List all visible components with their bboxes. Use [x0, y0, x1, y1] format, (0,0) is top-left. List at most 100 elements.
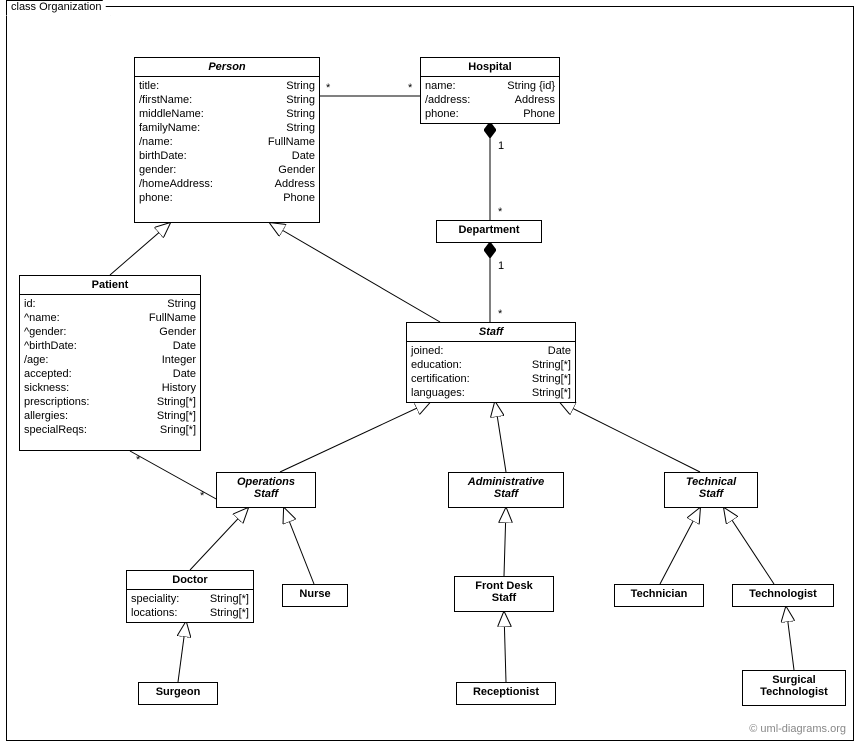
class-doctor: Doctorspeciality:String[*]locations:Stri… — [126, 570, 254, 623]
class-attrs: joined:Dateeducation:String[*]certificat… — [407, 342, 575, 402]
multiplicity-label: * — [498, 308, 502, 320]
attr-row: birthDate: Date — [139, 149, 315, 163]
class-title: TechnicalStaff — [665, 473, 757, 503]
class-nurse: Nurse — [282, 584, 348, 607]
attr-type: String — [155, 297, 196, 311]
multiplicity-label: * — [136, 454, 140, 466]
class-title: AdministrativeStaff — [449, 473, 563, 503]
class-hospital: Hospitalname:String {id}/address:Address… — [420, 57, 560, 124]
attr-name: /homeAddress: — [139, 177, 213, 191]
class-title: Person — [135, 58, 319, 77]
class-staff: Staffjoined:Dateeducation:String[*]certi… — [406, 322, 576, 403]
class-title: Technologist — [733, 585, 833, 603]
attr-type: String[*] — [520, 358, 571, 372]
attr-type: Date — [536, 344, 571, 358]
class-title: Doctor — [127, 571, 253, 590]
class-title: Department — [437, 221, 541, 239]
class-patient: Patient id: String ^name: FullName ^gender: Ge… — [19, 275, 201, 451]
attr-type: Address — [503, 93, 555, 107]
attr-row: sickness: History — [24, 381, 196, 395]
attr-name: name: — [425, 79, 456, 93]
attr-name: certification: — [411, 372, 470, 386]
class-technician: Technician — [614, 584, 704, 607]
attr-type: String[*] — [520, 386, 571, 400]
attr-name: phone: — [425, 107, 459, 121]
attr-name: speciality: — [131, 592, 179, 606]
attr-row: /name: FullName — [139, 135, 315, 149]
package-frame-tab: class Organization — [6, 0, 111, 16]
multiplicity-label: 1 — [498, 140, 504, 152]
attr-name: allergies: — [24, 409, 68, 423]
attr-type: String[*] — [145, 409, 196, 423]
attr-row: name: String {id} — [425, 79, 555, 93]
watermark: © uml-diagrams.org — [749, 723, 846, 735]
attr-type: FullName — [256, 135, 315, 149]
attr-name: education: — [411, 358, 462, 372]
attr-row: phone: Phone — [139, 191, 315, 205]
class-title: Patient — [20, 276, 200, 295]
attr-name: gender: — [139, 163, 176, 177]
class-attrs: id: String ^name: FullName ^gender: Gender ^bi… — [20, 295, 200, 439]
attr-row: accepted: Date — [24, 367, 196, 381]
attr-name: familyName: — [139, 121, 200, 135]
attr-type: Gender — [266, 163, 315, 177]
attr-type: Date — [161, 339, 196, 353]
attr-type: String — [274, 121, 315, 135]
attr-name: title: — [139, 79, 159, 93]
class-title: Receptionist — [457, 683, 555, 701]
attr-type: String[*] — [145, 395, 196, 409]
attr-type: Phone — [271, 191, 315, 205]
attr-type: Integer — [150, 353, 196, 367]
class-surgeon: Surgeon — [138, 682, 218, 705]
attr-name: ^birthDate: — [24, 339, 77, 353]
attr-row: /firstName:String — [139, 93, 315, 107]
attr-name: ^name: — [24, 311, 60, 325]
attr-name: sickness: — [24, 381, 69, 395]
attr-row: specialReqs: Sring[*] — [24, 423, 196, 437]
attr-name: /firstName: — [139, 93, 192, 107]
class-title: Staff — [407, 323, 575, 342]
attr-type: String {id} — [495, 79, 555, 93]
attr-name: accepted: — [24, 367, 72, 381]
attr-row: prescriptions:String[*] — [24, 395, 196, 409]
attr-type: Sring[*] — [148, 423, 196, 437]
attr-name: languages: — [411, 386, 465, 400]
attr-type: History — [150, 381, 196, 395]
attr-name: phone: — [139, 191, 173, 205]
class-person: Persontitle:String/firstName:Stringmiddl… — [134, 57, 320, 223]
attr-row: /homeAddress: Address — [139, 177, 315, 191]
attr-name: middleName: — [139, 107, 204, 121]
class-attrs: name: String {id} /address: Address phone: Ph… — [421, 77, 559, 123]
class-receptionist: Receptionist — [456, 682, 556, 705]
class-title: OperationsStaff — [217, 473, 315, 503]
attr-type: String — [274, 107, 315, 121]
attr-type: String[*] — [198, 606, 249, 620]
attr-row: /age:Integer — [24, 353, 196, 367]
attr-name: ^gender: — [24, 325, 66, 339]
class-frontdesk: Front DeskStaff — [454, 576, 554, 612]
class-title: Surgeon — [139, 683, 217, 701]
attr-row: title:String — [139, 79, 315, 93]
attr-name: specialReqs: — [24, 423, 87, 437]
attr-name: /address: — [425, 93, 470, 107]
attr-name: id: — [24, 297, 36, 311]
attr-type: Date — [280, 149, 315, 163]
attr-row: locations: String[*] — [131, 606, 249, 620]
class-attrs: speciality: String[*]locations: String[*] — [127, 590, 253, 622]
attr-type: Address — [263, 177, 315, 191]
attr-type: Date — [161, 367, 196, 381]
attr-name: birthDate: — [139, 149, 187, 163]
multiplicity-label: 1 — [498, 260, 504, 272]
attr-row: ^name: FullName — [24, 311, 196, 325]
attr-name: /name: — [139, 135, 173, 149]
class-title: SurgicalTechnologist — [743, 671, 845, 701]
attr-row: languages: String[*] — [411, 386, 571, 400]
class-attrs: title:String/firstName:StringmiddleName:… — [135, 77, 319, 207]
attr-name: locations: — [131, 606, 177, 620]
class-title: Nurse — [283, 585, 347, 603]
attr-type: String[*] — [520, 372, 571, 386]
attr-type: FullName — [137, 311, 196, 325]
attr-type: Gender — [147, 325, 196, 339]
attr-row: certification: String[*] — [411, 372, 571, 386]
attr-type: Phone — [511, 107, 555, 121]
